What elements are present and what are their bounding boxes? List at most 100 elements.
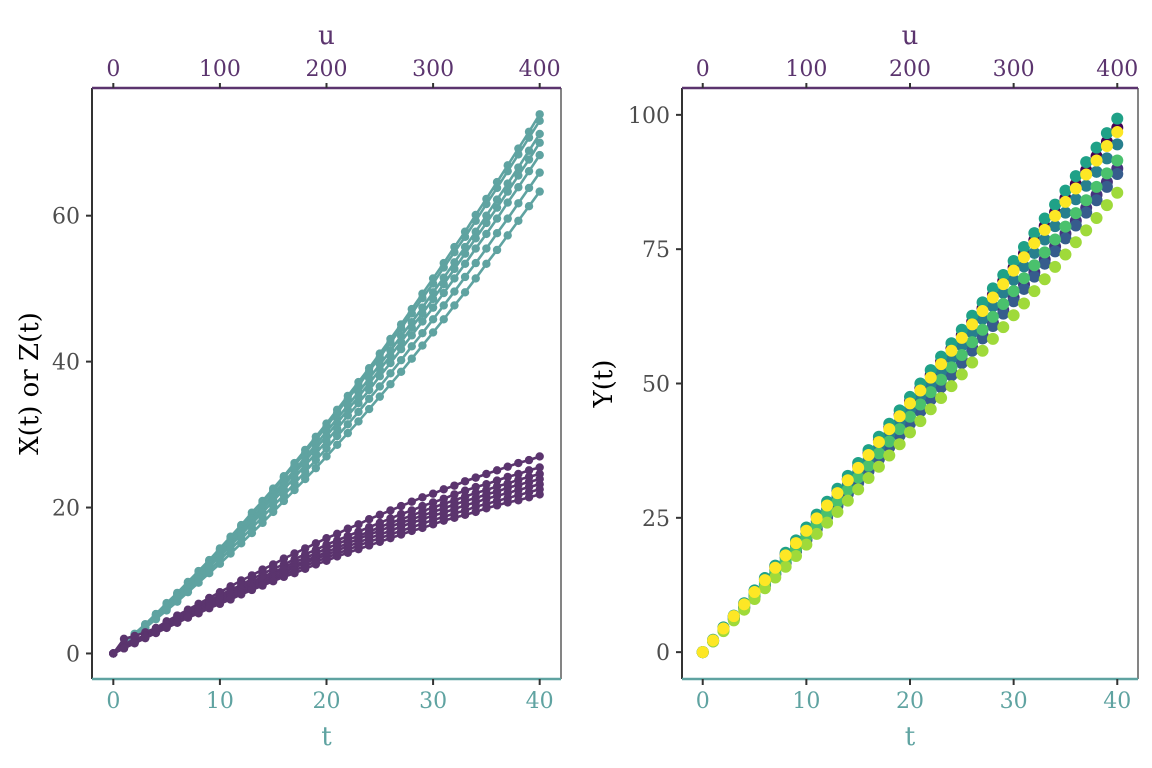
data-point — [1090, 154, 1103, 167]
data-point — [471, 482, 480, 492]
data-point — [471, 216, 480, 225]
data-point — [1111, 186, 1124, 199]
data-point — [269, 507, 278, 517]
data-point — [396, 337, 406, 347]
data-point — [386, 506, 395, 515]
data-point — [945, 344, 958, 357]
data-point — [428, 489, 438, 498]
data-point — [904, 426, 916, 439]
data-point — [428, 328, 438, 337]
data-point — [1080, 156, 1093, 169]
data-point — [492, 183, 502, 193]
data-point — [945, 380, 958, 393]
data-point — [1028, 285, 1041, 298]
data-point — [514, 216, 523, 225]
data-point — [727, 610, 740, 623]
data-point — [396, 501, 406, 511]
top-axis-title: u — [902, 21, 919, 51]
data-point — [821, 516, 834, 529]
data-point — [535, 150, 544, 160]
data-point — [418, 493, 427, 502]
data-point — [279, 554, 289, 563]
data-point — [215, 559, 225, 568]
top-tick-label: 300 — [993, 57, 1035, 82]
y-tick-label: 50 — [642, 373, 670, 398]
data-point — [151, 628, 161, 638]
data-point — [841, 474, 854, 487]
data-point — [1007, 273, 1020, 286]
data-point — [862, 448, 875, 461]
data-point — [322, 533, 331, 543]
data-point — [986, 300, 999, 313]
data-point — [966, 318, 979, 331]
data-point — [503, 187, 512, 196]
data-point — [386, 338, 395, 347]
data-point — [997, 307, 1010, 320]
data-point — [976, 304, 989, 317]
data-point — [332, 552, 342, 561]
data-point — [407, 331, 416, 340]
data-point — [428, 315, 438, 324]
data-point — [1111, 126, 1124, 139]
data-point — [779, 549, 792, 562]
data-point — [955, 368, 968, 381]
data-point — [535, 110, 544, 119]
data-point — [769, 561, 782, 574]
data-point — [524, 455, 534, 465]
data-point — [450, 490, 459, 499]
data-point — [311, 539, 321, 548]
data-point — [524, 183, 534, 193]
data-point — [862, 472, 875, 485]
top-tick-label: 100 — [785, 57, 827, 82]
data-point — [471, 258, 480, 268]
data-point — [407, 497, 416, 506]
data-point — [375, 353, 384, 362]
data-point — [696, 646, 709, 659]
data-point — [183, 613, 193, 622]
data-point — [1028, 227, 1041, 240]
data-point — [1090, 212, 1103, 225]
data-point — [1018, 282, 1030, 295]
data-point — [800, 538, 813, 551]
data-point — [1069, 207, 1082, 220]
data-point — [375, 372, 384, 381]
data-point — [354, 399, 363, 408]
data-point — [354, 407, 363, 417]
data-point — [1090, 141, 1103, 154]
top-tick-label: 200 — [306, 57, 348, 82]
data-point — [935, 392, 948, 405]
data-point — [492, 214, 502, 223]
data-point — [1007, 309, 1020, 322]
data-point — [1028, 259, 1041, 272]
data-point — [460, 272, 470, 282]
data-point — [237, 539, 246, 548]
data-point — [173, 597, 182, 606]
data-point — [226, 595, 235, 604]
data-point — [503, 498, 512, 507]
data-point — [914, 384, 927, 397]
data-point — [492, 501, 502, 510]
data-point — [119, 644, 129, 653]
data-point — [893, 423, 906, 436]
data-point — [418, 317, 427, 326]
data-point — [524, 155, 534, 164]
data-point — [535, 116, 544, 126]
data-point — [311, 449, 321, 458]
data-point — [439, 485, 448, 494]
data-point — [1059, 232, 1072, 245]
data-point — [460, 477, 470, 486]
top-tick-label: 400 — [519, 57, 561, 82]
data-point — [343, 411, 353, 420]
data-point — [258, 518, 267, 528]
data-point — [862, 459, 875, 472]
data-point — [1049, 245, 1062, 258]
data-point — [247, 528, 257, 538]
data-point — [1111, 154, 1124, 167]
data-point — [460, 249, 470, 258]
data-point — [966, 344, 979, 357]
data-point — [279, 496, 289, 506]
data-point — [966, 336, 979, 349]
data-point — [396, 355, 406, 365]
data-point — [354, 520, 363, 529]
